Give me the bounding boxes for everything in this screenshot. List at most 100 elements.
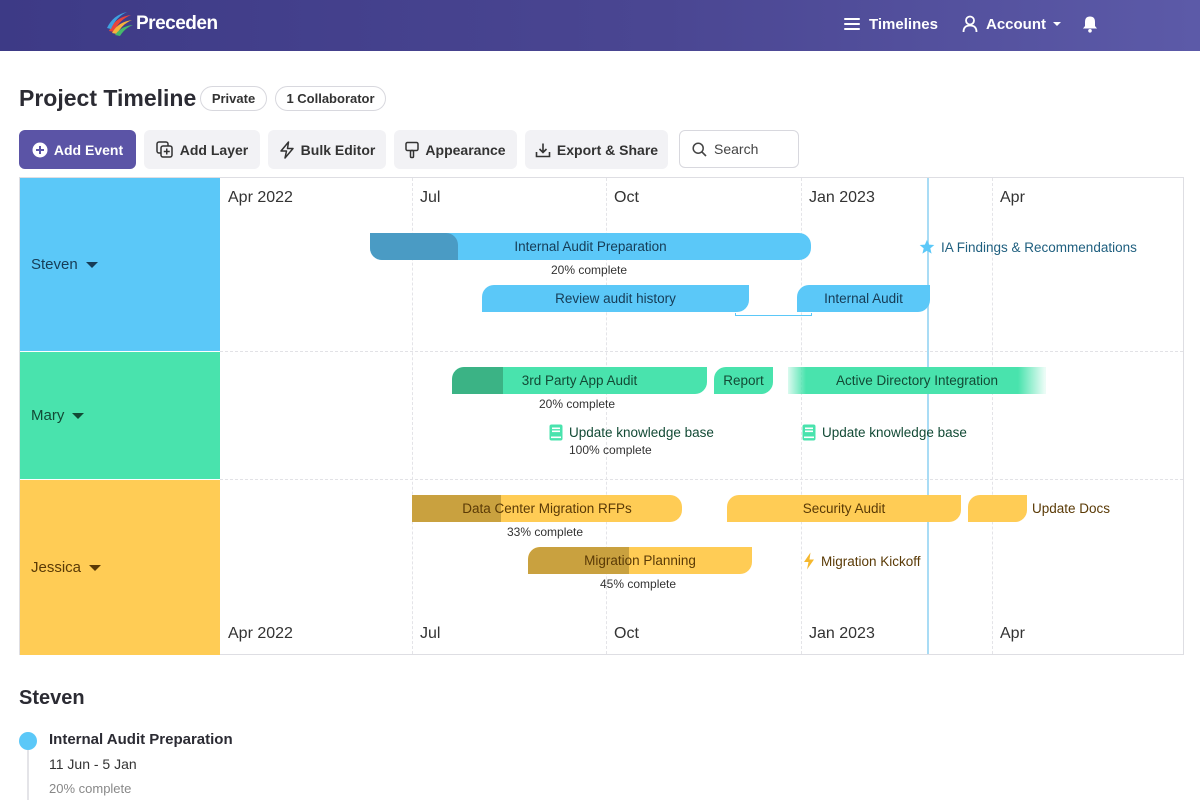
- event-progress-text: 20% complete: [551, 263, 628, 277]
- event-list-stem: [27, 750, 29, 800]
- today-marker-line: [927, 178, 929, 654]
- page-title: Project Timeline: [19, 85, 197, 111]
- menu-icon: [844, 18, 860, 30]
- caret-down-icon[interactable]: [85, 262, 98, 268]
- add-layer-button[interactable]: Add Layer: [144, 130, 260, 169]
- search-input[interactable]: [714, 141, 794, 157]
- lane-jessica[interactable]: Jessica: [20, 480, 220, 655]
- month-label-bottom: Oct: [614, 625, 639, 642]
- month-label-bottom: Jul: [420, 625, 441, 642]
- month-label-top: Jul: [420, 189, 441, 206]
- progress-fill: [528, 547, 629, 574]
- month-label-top: Apr: [1000, 189, 1025, 206]
- month-label-bottom: Apr 2022: [228, 625, 293, 642]
- book-icon: [802, 424, 816, 441]
- export-share-button[interactable]: Export & Share: [525, 130, 668, 169]
- event-label: Migration Planning: [584, 553, 696, 568]
- collaborators-badge[interactable]: 1 Collaborator: [275, 86, 386, 111]
- event-report[interactable]: Report: [714, 367, 773, 394]
- lane-mary-label: Mary: [31, 407, 65, 424]
- lane-steven[interactable]: Steven: [20, 178, 220, 351]
- event-migration-planning[interactable]: Migration Planning: [528, 547, 752, 574]
- paint-brush-icon: [405, 141, 420, 158]
- milestone-update-knowledge-base-2[interactable]: Update knowledge base: [802, 424, 967, 441]
- preceden-logo-icon: [107, 12, 133, 36]
- month-gridline: [412, 178, 413, 654]
- event-update-docs-bar[interactable]: [968, 495, 1027, 522]
- month-gridline: [992, 178, 993, 654]
- lightning-icon: [804, 552, 814, 570]
- milestone-label: Update knowledge base: [822, 425, 967, 440]
- event-internal-audit[interactable]: Internal Audit: [797, 285, 930, 312]
- milestone-label: IA Findings & Recommendations: [941, 239, 1137, 255]
- privacy-badge[interactable]: Private: [200, 86, 267, 111]
- book-icon: [549, 424, 563, 441]
- month-label-top: Oct: [614, 189, 639, 206]
- search-box[interactable]: [679, 130, 799, 168]
- month-label-bottom: Jan 2023: [809, 625, 875, 642]
- detail-event-dates: 11 Jun - 5 Jan: [49, 756, 137, 772]
- add-layer-label: Add Layer: [179, 141, 249, 158]
- lane-jessica-label: Jessica: [31, 559, 82, 576]
- logo-text: Preceden: [136, 13, 218, 34]
- milestone-label: Update knowledge base: [569, 425, 714, 440]
- event-label: Internal Audit Preparation: [514, 239, 667, 254]
- event-label: 3rd Party App Audit: [521, 373, 638, 388]
- milestone-migration-kickoff[interactable]: Migration Kickoff: [803, 552, 921, 570]
- month-label-bottom: Apr: [1000, 625, 1025, 642]
- lightning-icon: [279, 140, 294, 159]
- notifications-button[interactable]: [1082, 12, 1106, 36]
- event-3rd-party-app-audit[interactable]: 3rd Party App Audit: [452, 367, 707, 394]
- add-event-button[interactable]: Add Event: [19, 130, 136, 169]
- lane-steven-label: Steven: [31, 256, 78, 273]
- chevron-down-icon: [1053, 22, 1061, 26]
- plus-circle-icon: [32, 142, 48, 157]
- progress-fill: [370, 233, 459, 260]
- bulk-editor-label: Bulk Editor: [300, 141, 376, 158]
- add-layer-icon: [156, 140, 173, 158]
- month-label-top: Apr 2022: [228, 189, 293, 206]
- event-review-audit-history[interactable]: Review audit history: [482, 285, 749, 312]
- appearance-button[interactable]: Appearance: [394, 130, 517, 169]
- top-navigation-bar: Preceden Timelines Account: [0, 0, 1200, 51]
- lane-mary[interactable]: Mary: [20, 352, 220, 479]
- month-gridline: [606, 178, 607, 654]
- details-section-title: Steven: [19, 687, 85, 709]
- bell-icon: [1083, 16, 1097, 33]
- event-label: Report: [723, 373, 764, 388]
- nav-account-label: Account: [986, 15, 1046, 33]
- search-icon: [692, 141, 707, 157]
- event-data-center-migration-rfps[interactable]: Data Center Migration RFPs: [412, 495, 682, 522]
- timeline-chart: Steven Mary Jessica Apr 2022 Jul Oct Jan…: [19, 177, 1184, 655]
- lane-divider: [220, 479, 1183, 480]
- event-update-docs-label[interactable]: Update Docs: [1032, 501, 1111, 516]
- detail-event-progress: 20% complete: [49, 781, 132, 796]
- bulk-editor-button[interactable]: Bulk Editor: [268, 130, 386, 169]
- event-active-directory-integration[interactable]: Active Directory Integration: [788, 367, 1046, 394]
- lane-divider: [220, 351, 1183, 352]
- event-security-audit[interactable]: Security Audit: [727, 495, 961, 522]
- month-label-top: Jan 2023: [809, 189, 875, 206]
- nav-timelines[interactable]: Timelines: [843, 12, 938, 36]
- caret-down-icon[interactable]: [72, 413, 85, 419]
- nav-account[interactable]: Account: [962, 12, 1062, 36]
- export-share-label: Export & Share: [556, 141, 659, 158]
- appearance-label: Appearance: [425, 141, 506, 158]
- event-progress-text: 33% complete: [507, 525, 584, 539]
- preceden-logo[interactable]: Preceden: [105, 8, 218, 40]
- event-label: Data Center Migration RFPs: [462, 501, 632, 516]
- add-event-label: Add Event: [53, 141, 124, 158]
- event-label: Active Directory Integration: [835, 373, 999, 388]
- event-internal-audit-preparation[interactable]: Internal Audit Preparation: [370, 233, 811, 260]
- star-icon: [919, 239, 935, 254]
- milestone-ia-findings[interactable]: IA Findings & Recommendations: [919, 239, 1137, 255]
- milestone-update-knowledge-base-1[interactable]: Update knowledge base: [549, 424, 714, 441]
- event-progress-text: 20% complete: [539, 397, 616, 411]
- event-progress-text: 45% complete: [600, 577, 677, 591]
- event-label: Internal Audit: [824, 291, 903, 306]
- event-color-dot: [19, 732, 37, 750]
- nav-timelines-label: Timelines: [869, 15, 938, 33]
- progress-fill: [452, 367, 503, 394]
- caret-down-icon[interactable]: [89, 565, 102, 571]
- detail-event-title[interactable]: Internal Audit Preparation: [49, 731, 233, 748]
